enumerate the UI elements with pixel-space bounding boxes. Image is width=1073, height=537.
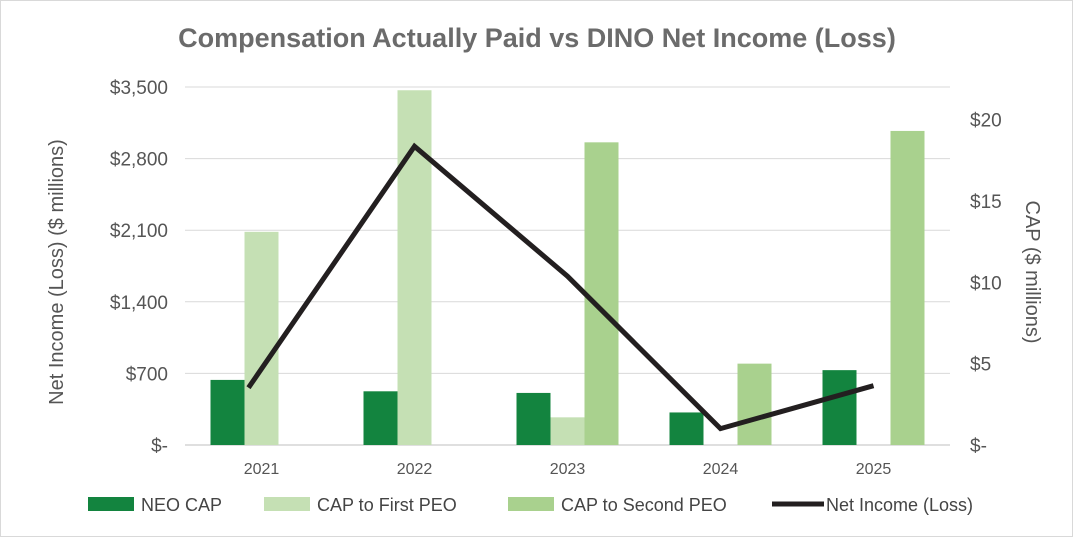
- left-axis-label: Net Income (Loss) ($ millions): [46, 139, 68, 405]
- legend-label: NEO CAP: [141, 495, 222, 515]
- legend-swatch: [508, 497, 554, 511]
- left-tick-label: $2,100: [110, 221, 168, 242]
- right-tick-label: $-: [970, 436, 987, 457]
- x-tick-label: 2021: [244, 461, 280, 478]
- left-axis-ticks: $- $700 $1,400 $2,100 $2,800 $3,500: [110, 78, 168, 457]
- bar-neo-cap: [516, 392, 551, 445]
- net-income-line: [246, 142, 875, 432]
- right-tick-label: $5: [970, 355, 991, 376]
- left-tick-label: $2,800: [110, 150, 168, 171]
- right-tick-label: $15: [970, 192, 1002, 213]
- left-tick-label: $3,500: [110, 78, 168, 99]
- bar-cap-to-second-peo: [890, 130, 925, 445]
- legend: NEO CAP CAP to First PEO CAP to Second PEO…: [88, 495, 973, 515]
- bar-neo-cap: [210, 379, 245, 445]
- x-tick-label: 2024: [703, 461, 739, 478]
- bar-neo-cap: [822, 370, 857, 445]
- right-axis-ticks: $- $5 $10 $15 $20: [970, 111, 1002, 457]
- legend-label: CAP to First PEO: [317, 495, 457, 515]
- left-tick-label: $1,400: [110, 293, 168, 314]
- bar-marks: [210, 90, 925, 445]
- right-tick-label: $10: [970, 273, 1002, 294]
- chart-title: Compensation Actually Paid vs DINO Net I…: [178, 23, 896, 53]
- bar-cap-to-second-peo: [737, 363, 772, 445]
- x-tick-label: 2022: [397, 461, 433, 478]
- x-axis-ticks: 2021 2022 2023 2024 2025: [244, 461, 892, 478]
- line-series: [246, 142, 875, 432]
- bar-cap-to-first-peo: [550, 417, 585, 445]
- left-tick-label: $700: [126, 364, 168, 385]
- legend-label: Net Income (Loss): [826, 495, 973, 515]
- bar-cap-to-second-peo: [584, 142, 619, 445]
- right-tick-label: $20: [970, 111, 1002, 132]
- left-tick-label: $-: [151, 436, 168, 457]
- x-tick-label: 2023: [550, 461, 586, 478]
- x-tick-label: 2025: [856, 461, 892, 478]
- legend-swatch: [264, 497, 310, 511]
- legend-swatch: [88, 497, 134, 511]
- bar-neo-cap: [669, 412, 704, 445]
- legend-label: CAP to Second PEO: [561, 495, 727, 515]
- bar-neo-cap: [363, 391, 398, 445]
- bar-cap-to-first-peo: [244, 231, 279, 445]
- right-axis-label: CAP ($ millions): [1021, 201, 1043, 344]
